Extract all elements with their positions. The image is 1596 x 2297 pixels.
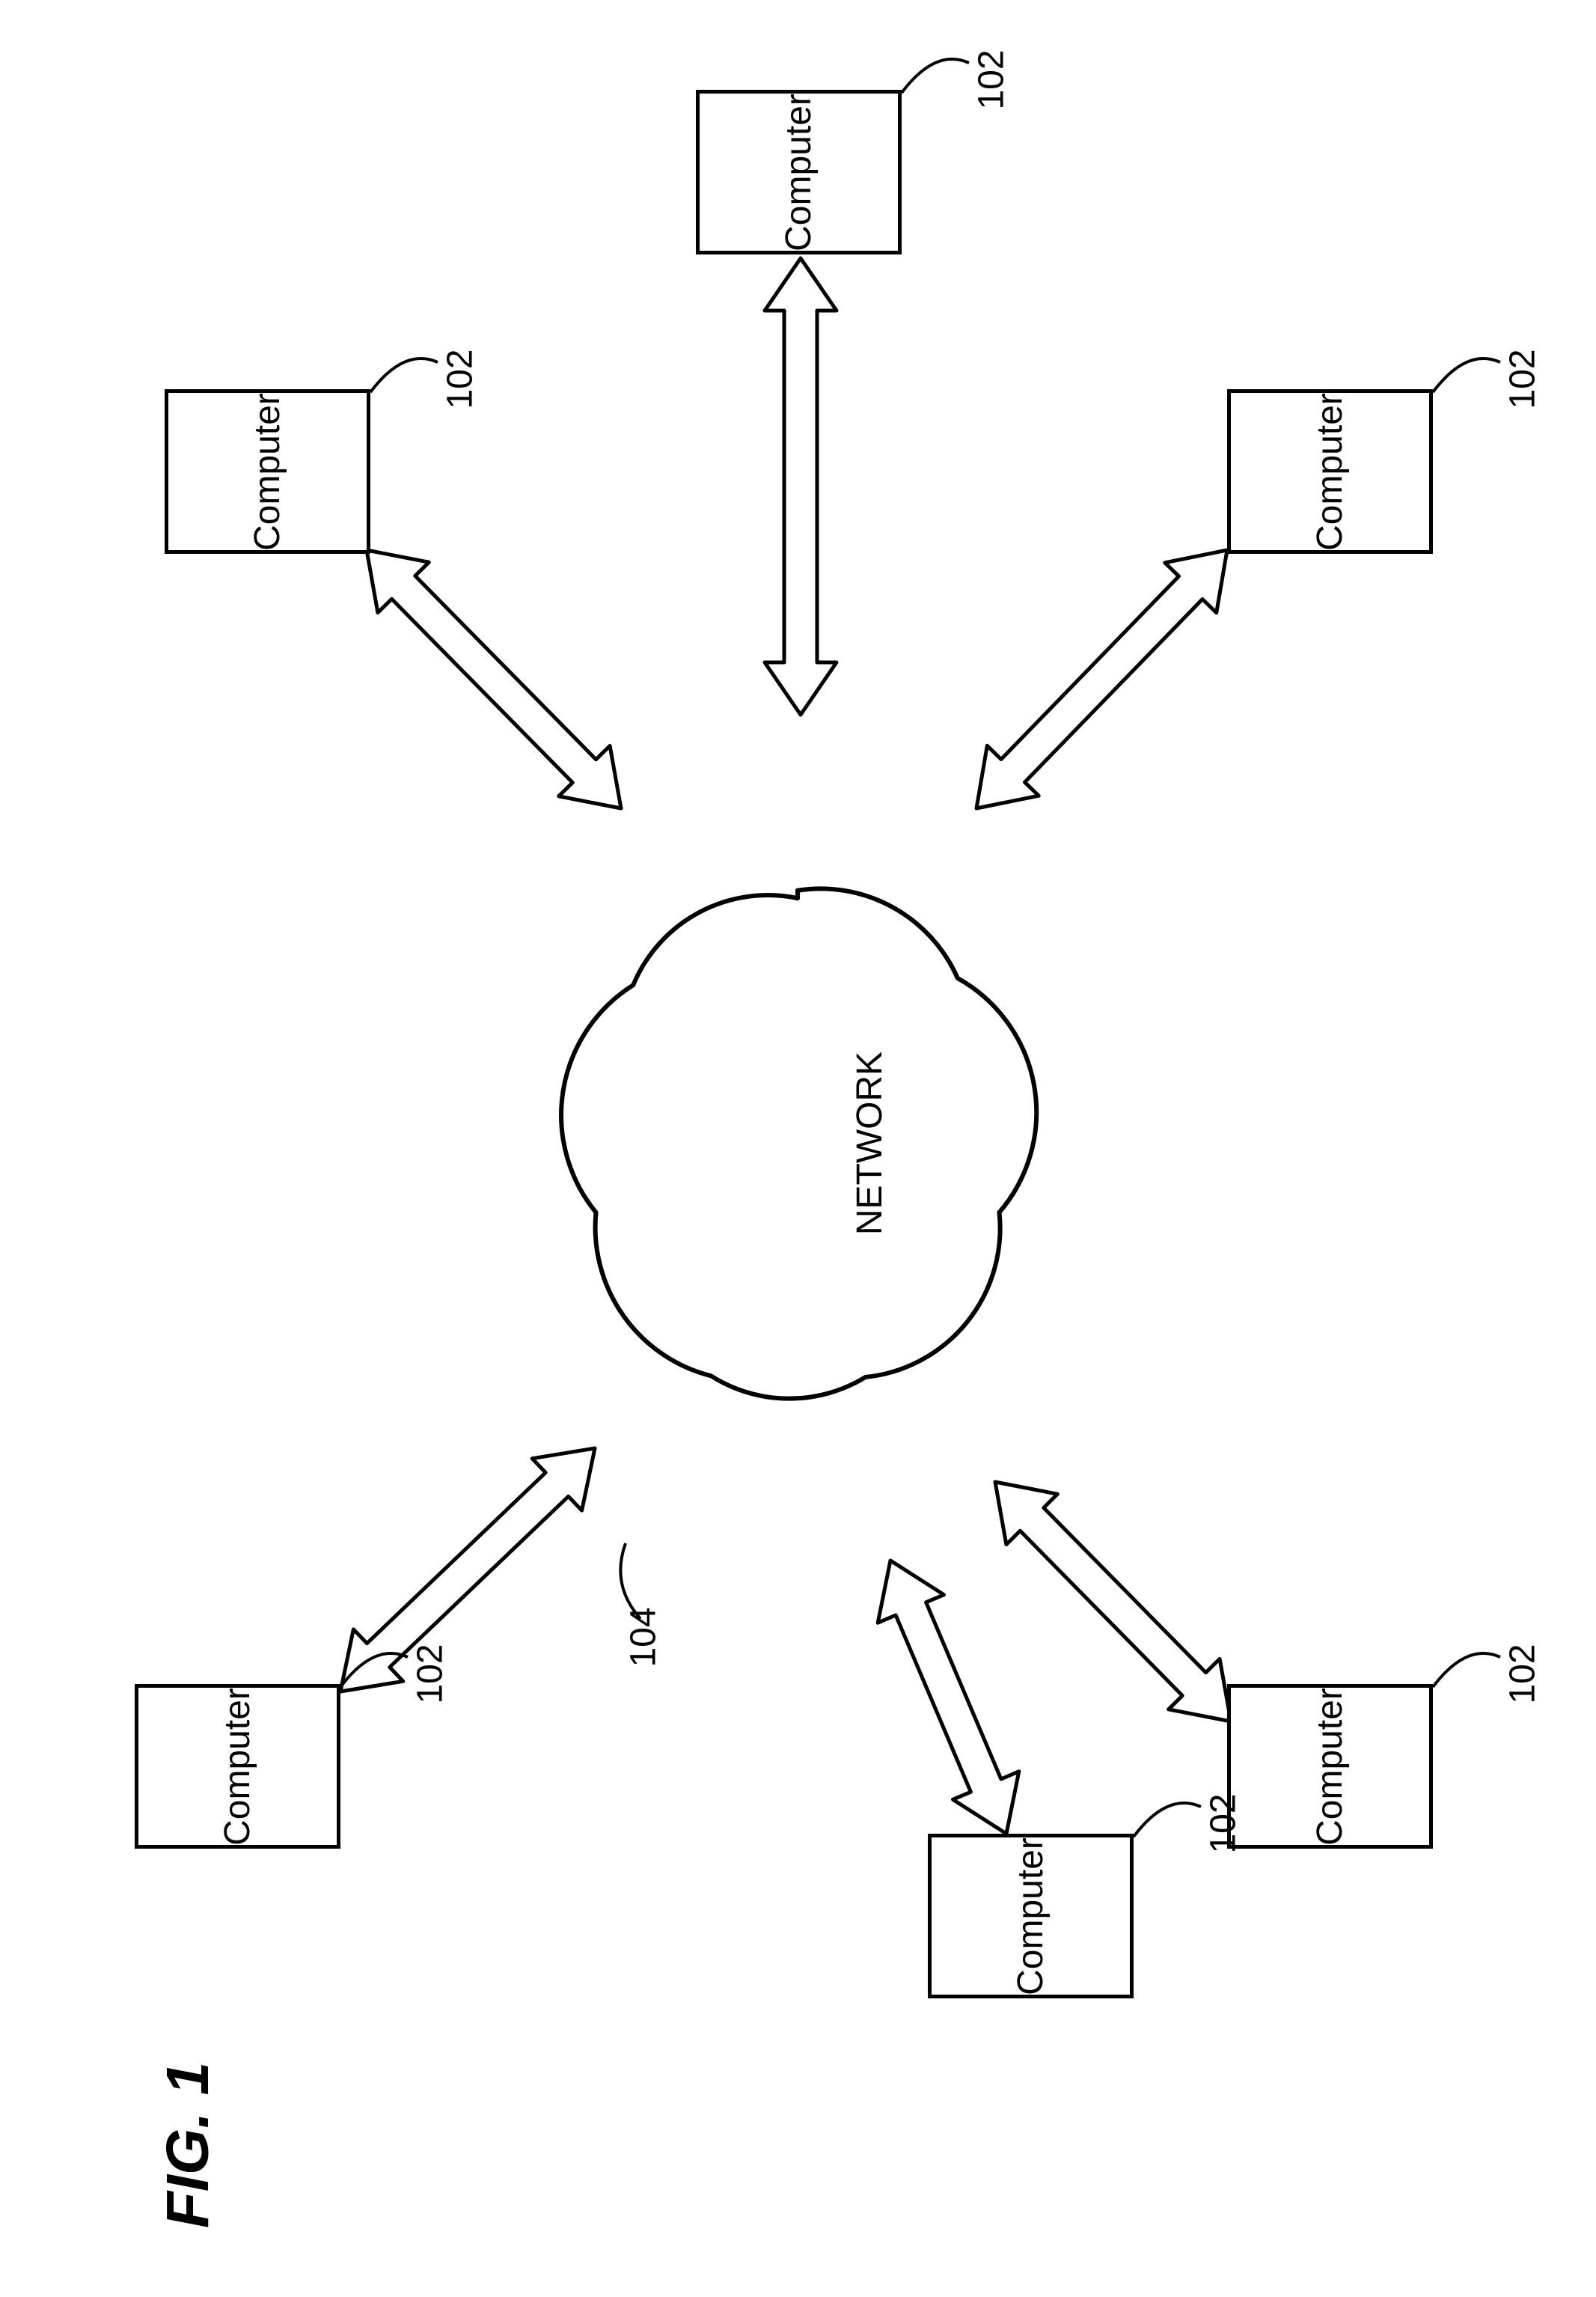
computer-node: Computer xyxy=(165,389,370,554)
computer-node-label: Computer xyxy=(1309,1688,1351,1846)
node-ref-label: 102 xyxy=(440,349,481,409)
computer-node: Computer xyxy=(135,1684,340,1849)
computer-node-label: Computer xyxy=(1010,1837,1051,1995)
figure-canvas: NETWORK 104 Computer 102 Computer 102 Comput… xyxy=(0,0,1596,2297)
node-ref-label: 102 xyxy=(410,1644,451,1703)
computer-node: Computer xyxy=(928,1834,1134,1998)
node-ref-label: 102 xyxy=(1203,1793,1244,1853)
node-ref-label: 102 xyxy=(1502,1644,1544,1703)
computer-node-label: Computer xyxy=(217,1688,258,1846)
computer-node-label: Computer xyxy=(247,393,288,551)
figure-label: FIG. 1 xyxy=(153,2062,222,2228)
computer-node: Computer xyxy=(1227,1684,1433,1849)
computer-node-label: Computer xyxy=(1309,393,1351,551)
network-cloud-label: NETWORK xyxy=(849,1052,890,1235)
diagram-svg xyxy=(0,0,1596,2297)
node-ref-label: 102 xyxy=(971,49,1012,109)
computer-node-label: Computer xyxy=(778,94,819,251)
computer-node: Computer xyxy=(696,90,902,254)
computer-node: Computer xyxy=(1227,389,1433,554)
node-ref-label: 102 xyxy=(1502,349,1544,409)
cloud-text: NETWORK xyxy=(850,1052,890,1235)
cloud-ref-label: 104 xyxy=(623,1607,664,1667)
